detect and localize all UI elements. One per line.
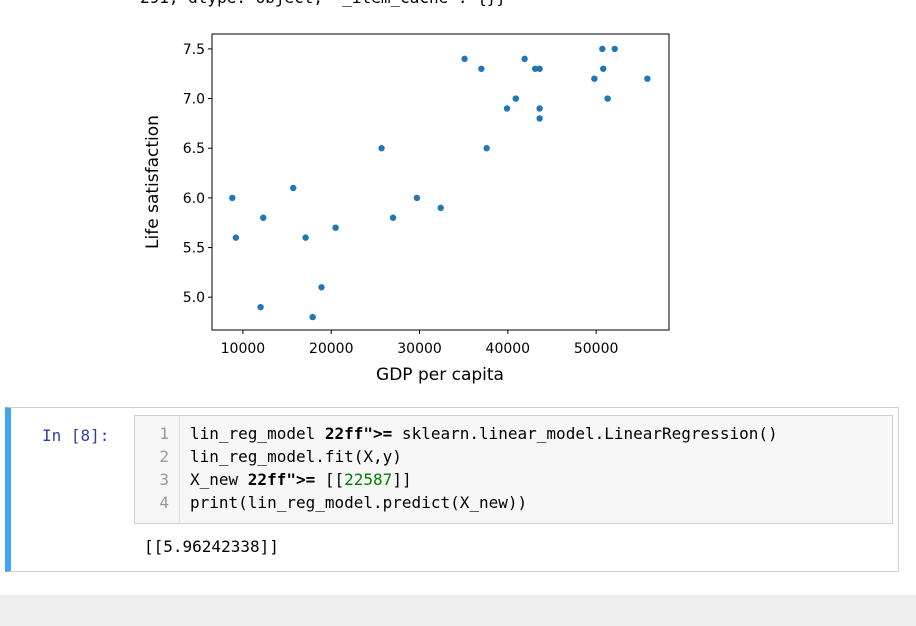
point: [461, 55, 468, 63]
y-tick-label: 7.5: [183, 42, 205, 58]
point: [604, 95, 611, 102]
code-line: lin_reg_model 22ff">= sklearn.linear_mod…: [190, 424, 778, 443]
point: [290, 184, 297, 192]
line-number: 3: [159, 470, 169, 489]
point: [521, 55, 528, 63]
y-axis-label: Life satisfaction: [143, 115, 163, 249]
line-number: 1: [159, 424, 169, 443]
point: [599, 45, 606, 53]
previous-output: 291, dtype: object, '_item_cache': {}}: [140, 0, 506, 7]
point: [591, 75, 598, 82]
y-tick-label: 6.5: [183, 141, 205, 157]
code-line: print(lin_reg_model.predict(X_new)): [190, 493, 528, 512]
plot-frame: [211, 33, 670, 331]
point: [503, 105, 511, 112]
code-cell[interactable]: [5, 407, 899, 572]
y-tick-label: 6.0: [183, 191, 205, 207]
x-tick-label: 10000: [221, 341, 266, 357]
x-axis-label: GDP per capita: [376, 365, 504, 385]
cell-output: [[5.96242338]]: [144, 537, 279, 556]
point: [232, 234, 240, 241]
y-tick-label: 5.5: [183, 241, 205, 257]
code-line: lin_reg_model.fit(X,y): [190, 447, 402, 466]
point: [611, 45, 618, 53]
y-tick-label: 7.0: [183, 92, 205, 108]
point: [478, 65, 485, 72]
point: [413, 194, 421, 202]
point: [389, 214, 397, 221]
x-tick-label: 20000: [309, 341, 354, 357]
point: [483, 145, 490, 152]
point: [378, 145, 385, 152]
chart: Life satisfaction GDP per capita 10000 20…: [143, 33, 670, 385]
point: [332, 224, 339, 231]
x-tick-label: 40000: [486, 341, 531, 357]
point: [257, 303, 264, 311]
point: [600, 65, 607, 72]
x-tick-label: 30000: [397, 341, 442, 357]
next-cell-area: [0, 595, 916, 626]
point: [260, 214, 267, 221]
point: [644, 75, 651, 82]
point: [309, 313, 316, 321]
point: [512, 95, 519, 102]
point: [536, 105, 543, 112]
code-line: X_new 22ff">= [[22587]]: [190, 470, 412, 489]
line-gutter: [135, 416, 180, 523]
point: [302, 234, 309, 241]
y-tick-label: 5.0: [183, 290, 205, 306]
line-number: 4: [159, 493, 169, 512]
point: [229, 194, 236, 202]
point: [536, 65, 543, 72]
point: [318, 284, 325, 291]
point: [532, 65, 539, 72]
code-input[interactable]: 1 2 3 4 lin_reg_model 22ff">= sklearn.linear…: [134, 415, 893, 524]
point: [536, 115, 543, 122]
point: [437, 204, 444, 212]
line-number: 2: [159, 447, 169, 466]
x-tick-label: 50000: [574, 341, 619, 357]
cell-prompt: In [8]:: [42, 426, 110, 445]
